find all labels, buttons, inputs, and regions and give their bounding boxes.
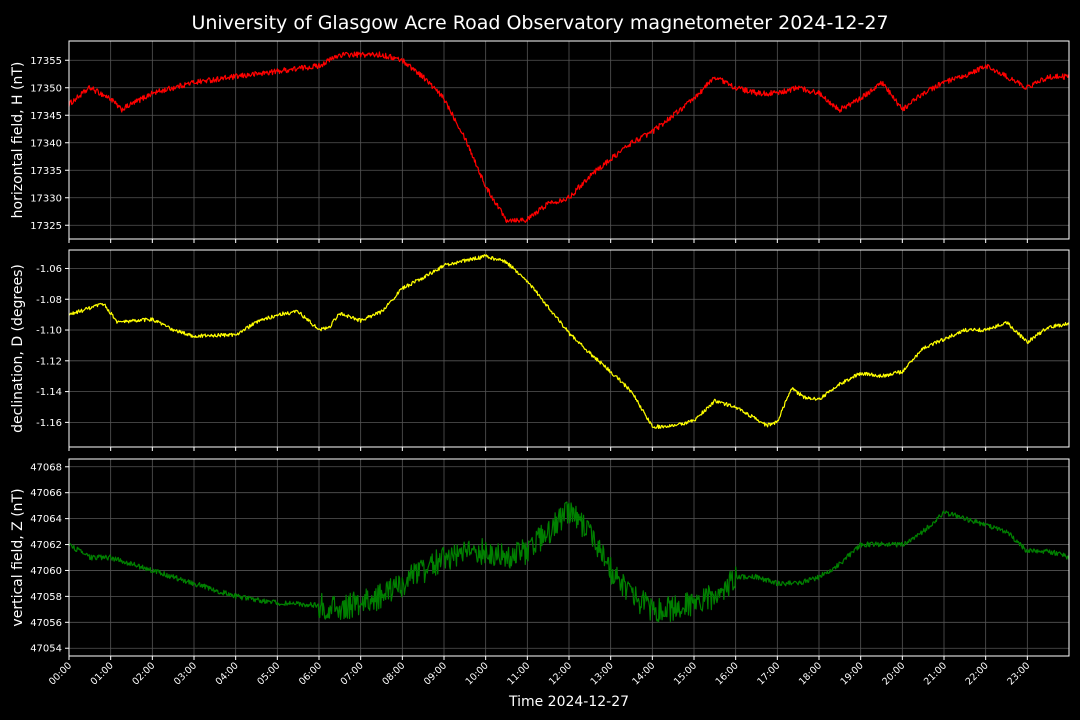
y-tick-label: 47054 (30, 644, 62, 655)
y-axis-label: horizontal field, H (nT) (10, 62, 26, 219)
series-line-1 (68, 51, 1070, 224)
y-tick-label: 47066 (30, 488, 62, 499)
y-tick-label: -1.10 (36, 326, 62, 337)
y-tick-label: -1.16 (36, 418, 62, 429)
y-axis-label: vertical field, Z (nT) (10, 488, 26, 626)
y-tick-label: 17345 (30, 111, 62, 122)
y-tick-label: 47064 (30, 514, 62, 525)
y-tick-label: -1.14 (36, 387, 62, 398)
panel-2: -1.16 -1.14 -1.12 -1.10 -1.08 -1.06 declinatio… (10, 249, 1070, 451)
y-tick-label: -1.12 (36, 356, 62, 367)
y-tick-label: 47056 (30, 618, 62, 629)
y-tick-label: 47068 (30, 462, 62, 473)
series-line-3 (68, 501, 1070, 623)
y-tick-label: 47058 (30, 592, 62, 603)
y-axis-label: declination, D (degrees) (10, 264, 26, 433)
y-tick-label: 47062 (30, 540, 62, 551)
y-tick-label: -1.08 (36, 295, 62, 306)
y-tick-label: 17355 (30, 56, 62, 67)
y-tick-label: 17335 (30, 166, 62, 177)
y-tick-label: 47060 (30, 566, 62, 577)
y-tick-label: -1.06 (36, 264, 62, 275)
panel-3: 47054 47056 47058 47060 47062 47064 47066 47068… (10, 458, 1070, 660)
x-axis-label: Time 2024-12-27 (508, 694, 629, 710)
y-tick-label: 17330 (30, 193, 62, 204)
chart-title: University of Glasgow Acre Road Observat… (191, 12, 888, 34)
y-tick-label: 17350 (30, 83, 62, 94)
series-line-2 (68, 254, 1070, 429)
y-tick-label: 17340 (30, 138, 62, 149)
panel-1: 17325 17330 17335 17340 17345 17350 17355 horiz… (10, 40, 1070, 243)
y-tick-label: 17325 (30, 221, 62, 232)
